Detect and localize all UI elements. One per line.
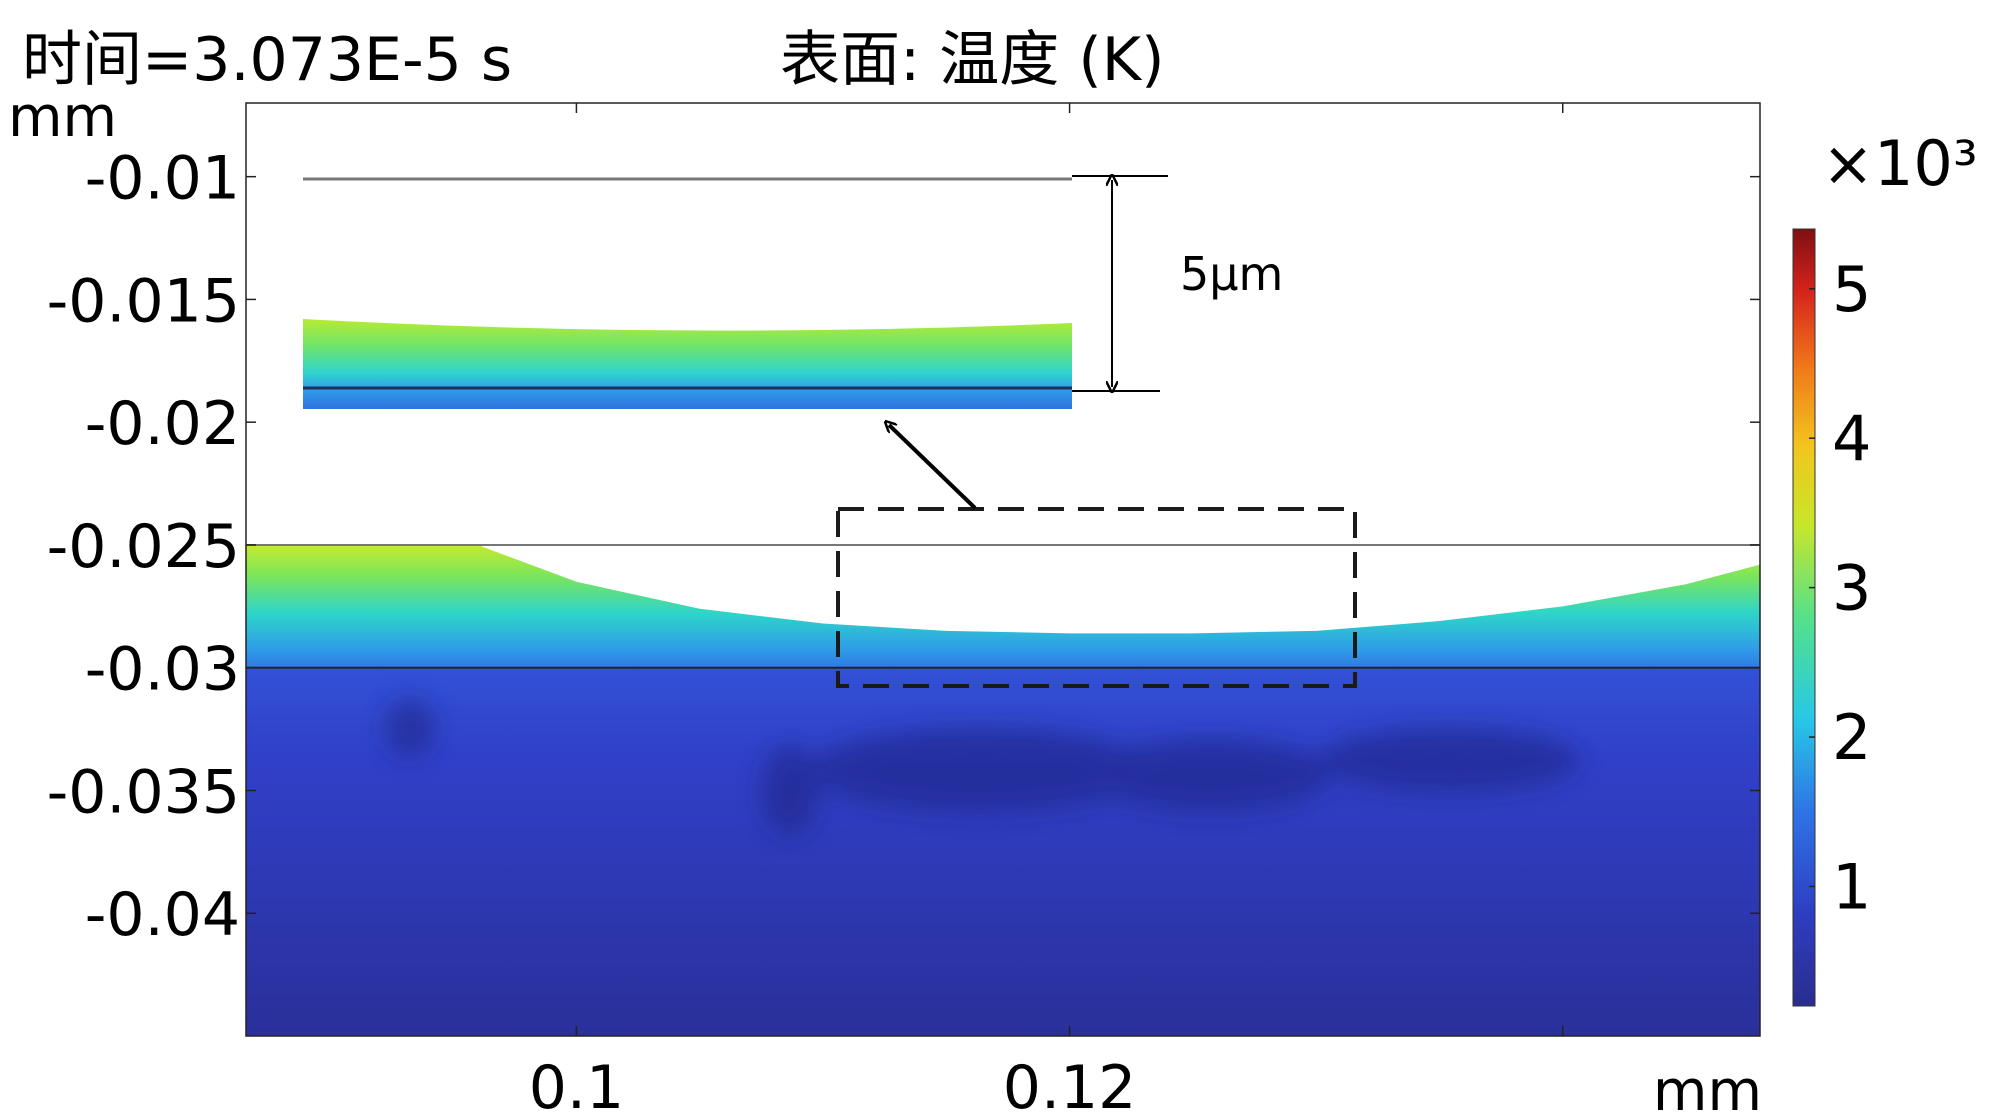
dimension-label: 5μm [1180, 247, 1283, 301]
inset-melt-layer [303, 319, 1072, 409]
y-axis-unit: mm [8, 85, 117, 150]
colorbar: ×10³ 1 2 3 4 5 [1792, 127, 1978, 1007]
cool-spots [385, 700, 1580, 835]
melt-pool-region [246, 544, 1760, 669]
y-tick-label: -0.04 [85, 880, 240, 950]
surface-title: 表面: 温度 (K) [780, 25, 1165, 95]
y-tick-label: -0.025 [47, 512, 240, 582]
zoom-inset: 5μm [303, 176, 1283, 409]
y-tick-label: -0.01 [85, 144, 240, 214]
x-tick-label: 0.12 [1003, 1053, 1137, 1120]
x-tick-label: 0.1 [529, 1053, 624, 1120]
colorbar-tick-label: 3 [1832, 552, 1871, 625]
substrate-region [246, 667, 1760, 1036]
plot-frame [245, 102, 1761, 1037]
plot-field [246, 103, 1760, 1036]
y-tick-label: -0.02 [85, 389, 240, 459]
x-axis-unit: mm [1653, 1059, 1762, 1120]
colorbar-tick-label: 1 [1832, 850, 1871, 923]
cool-spot [385, 700, 435, 756]
y-tick-label: -0.035 [47, 757, 240, 827]
cool-spot [1320, 728, 1580, 792]
x-axis-ticks: 0.1 0.12 [529, 103, 1564, 1120]
colorbar-gradient [1792, 228, 1816, 1007]
cool-spot [810, 728, 1150, 812]
colorbar-multiplier: ×10³ [1822, 127, 1978, 200]
y-tick-label: -0.015 [47, 266, 240, 336]
reference-lines [246, 543, 1760, 669]
cool-spot [762, 745, 818, 835]
zoom-pointer-arrow [889, 425, 977, 510]
time-title: 时间=3.073E-5 s [22, 25, 512, 95]
cool-spot [1090, 739, 1330, 811]
colorbar-ticks: 1 2 3 4 5 [1809, 253, 1871, 923]
colorbar-tick-label: 5 [1832, 253, 1871, 326]
zoom-box [836, 507, 1357, 688]
colorbar-tick-label: 4 [1832, 402, 1871, 475]
colorbar-tick-label: 2 [1832, 701, 1871, 774]
y-axis-ticks: -0.01 -0.015 -0.02 -0.025 -0.03 -0.035 -0.04 [47, 144, 1760, 950]
y-tick-label: -0.03 [85, 635, 240, 705]
